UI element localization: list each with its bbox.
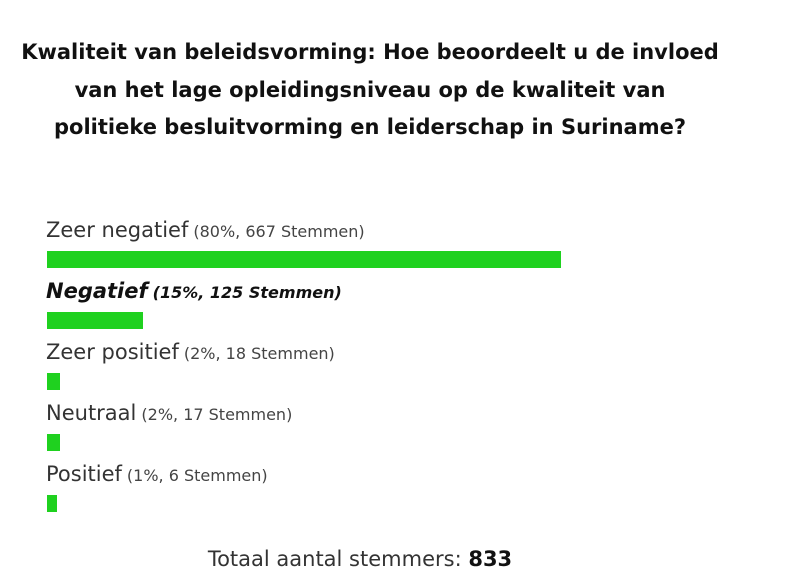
- option-name: Zeer negatief: [46, 218, 189, 242]
- bar-track: [47, 434, 561, 451]
- option-name: Zeer positief: [46, 340, 179, 364]
- option-stats: (15%, 125 Stemmen): [152, 283, 342, 302]
- poll-option: Negatief (15%, 125 Stemmen): [46, 274, 646, 335]
- option-name: Positief: [46, 462, 122, 486]
- bar-track: [47, 251, 561, 268]
- total-voters-count: 833: [468, 547, 513, 571]
- result-bar: [47, 312, 144, 329]
- bar-track: [47, 495, 561, 512]
- poll-option-label: Neutraal (2%, 17 Stemmen): [46, 396, 292, 432]
- result-bar: [47, 495, 58, 512]
- poll-option: Positief (1%, 6 Stemmen): [46, 457, 646, 518]
- option-stats: (2%, 18 Stemmen): [183, 344, 335, 363]
- poll-results: Zeer negatief (80%, 667 Stemmen) Negatief(…: [46, 213, 646, 518]
- total-voters-label: Totaal aantal stemmers:: [207, 547, 462, 571]
- bar-track: [47, 312, 561, 329]
- result-bar: [47, 434, 60, 451]
- total-voters: Totaal aantal stemmers: 833: [0, 541, 720, 577]
- option-name: Neutraal: [46, 401, 137, 425]
- option-name: Negatief: [46, 279, 148, 303]
- result-bar: [47, 373, 60, 390]
- poll-option-label: Zeer positief (2%, 18 Stemmen): [46, 335, 335, 371]
- option-stats: (2%, 17 Stemmen): [141, 405, 293, 424]
- poll-option: Zeer negatief (80%, 667 Stemmen): [46, 213, 646, 274]
- option-stats: (80%, 667 Stemmen): [193, 222, 365, 241]
- poll-option: Neutraal (2%, 17 Stemmen): [46, 396, 646, 457]
- bar-track: [47, 373, 561, 390]
- poll-option-label: Zeer negatief (80%, 667 Stemmen): [46, 213, 365, 249]
- poll-option: Zeer positief (2%, 18 Stemmen): [46, 335, 646, 396]
- poll-option-label: Positief (1%, 6 Stemmen): [46, 457, 268, 493]
- poll-option-label: Negatief (15%, 125 Stemmen): [46, 274, 342, 310]
- poll-question: Kwaliteit van beleidsvorming: Hoe beoord…: [21, 40, 719, 139]
- option-stats: (1%, 6 Stemmen): [126, 466, 268, 485]
- result-bar: [47, 251, 561, 268]
